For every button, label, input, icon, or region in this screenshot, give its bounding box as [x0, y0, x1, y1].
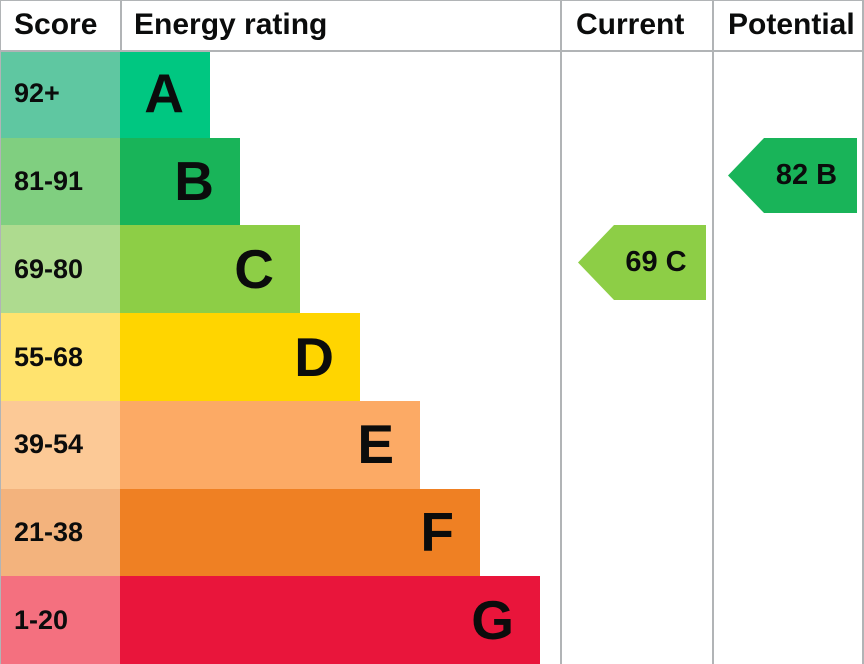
divider-score-rating — [120, 0, 122, 50]
band-row-d: 55-68 D — [0, 313, 864, 401]
band-rows: 92+ A 81-91 B 69-80 C 55-68 D 39-54 E 21-38 F 1-20 G — [0, 50, 864, 664]
band-bar-g: G — [120, 576, 540, 664]
band-letter-g: G — [471, 588, 514, 651]
band-score-range-b: 81-91 — [0, 137, 120, 226]
table-header: Score Energy rating Current Potential — [0, 0, 864, 50]
band-score-range-a: 92+ — [0, 50, 120, 138]
band-score-range-e: 39-54 — [0, 400, 120, 489]
band-letter-b: B — [174, 150, 214, 213]
table-border-right — [862, 0, 864, 664]
potential-rating-arrow: 82 B — [728, 138, 857, 213]
band-row-c: 69-80 C — [0, 225, 864, 314]
band-row-b: 81-91 B — [0, 137, 864, 226]
band-score-range-g: 1-20 — [0, 576, 120, 664]
table-border-top — [0, 0, 864, 1]
band-row-e: 39-54 E — [0, 400, 864, 489]
band-row-f: 21-38 F — [0, 488, 864, 577]
band-bar-f: F — [120, 488, 480, 577]
band-score-range-f: 21-38 — [0, 488, 120, 577]
header-energy-rating: Energy rating — [134, 8, 328, 41]
current-rating-label: 69 C — [625, 246, 687, 278]
band-bar-e: E — [120, 400, 420, 489]
band-bar-d: D — [120, 313, 360, 401]
header-current: Current — [576, 8, 685, 41]
divider-current-column — [560, 0, 562, 664]
band-score-range-c: 69-80 — [0, 225, 120, 314]
band-row-g: 1-20 G — [0, 576, 864, 664]
band-bar-a: A — [120, 50, 210, 138]
table-border-left — [0, 0, 1, 664]
band-letter-a: A — [144, 62, 184, 125]
band-letter-e: E — [357, 413, 394, 476]
band-letter-d: D — [294, 325, 334, 388]
band-letter-c: C — [234, 237, 274, 300]
band-bar-c: C — [120, 225, 300, 314]
band-row-a: 92+ A — [0, 50, 864, 138]
header-potential: Potential — [728, 8, 855, 41]
divider-potential-column — [712, 0, 714, 664]
potential-rating-label: 82 B — [775, 159, 838, 191]
header-score: Score — [14, 8, 98, 41]
band-score-range-d: 55-68 — [0, 313, 120, 401]
band-letter-f: F — [420, 500, 454, 563]
header-bottom-border — [0, 50, 864, 52]
band-bar-b: B — [120, 137, 240, 226]
